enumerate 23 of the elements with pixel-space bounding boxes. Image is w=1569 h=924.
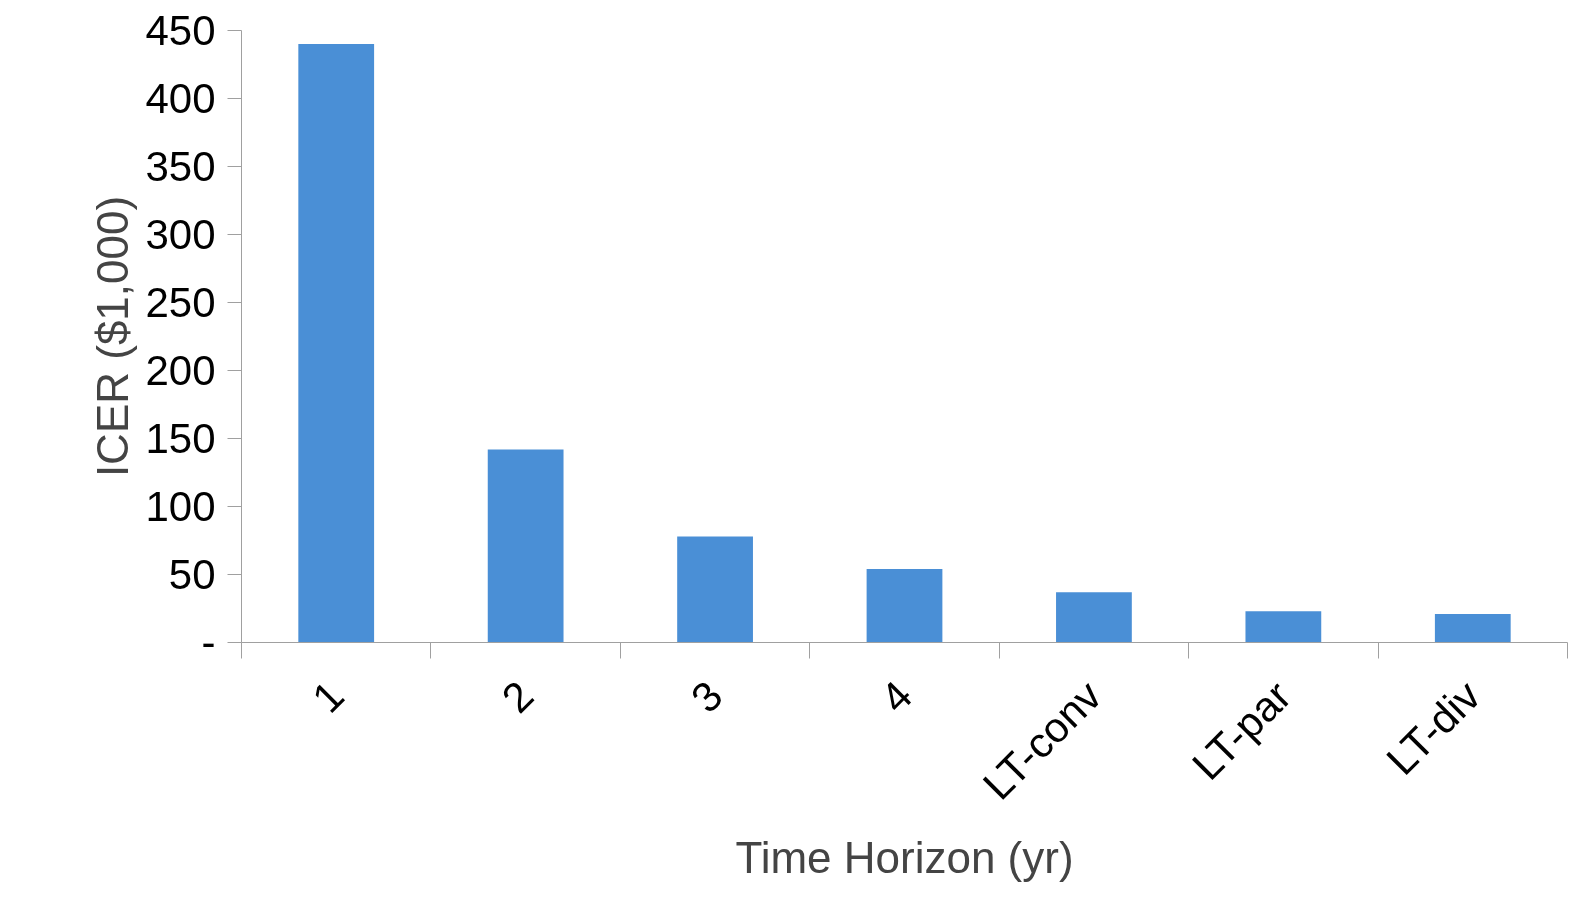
y-tick-label: 400 — [145, 75, 216, 122]
bar — [1056, 592, 1132, 643]
y-tick-label: 250 — [145, 279, 216, 326]
y-axis-title: ICER ($1,000) — [88, 195, 138, 478]
bar — [1434, 613, 1511, 643]
bar — [298, 44, 375, 643]
bar — [677, 536, 753, 643]
y-tick-label: 300 — [145, 211, 216, 258]
y-tick-label: 100 — [145, 483, 216, 530]
y-tick-label: 150 — [145, 415, 216, 462]
bar — [866, 569, 943, 643]
x-tick-label: 3 — [681, 671, 732, 722]
x-tick-label: 1 — [303, 671, 353, 722]
y-tick-label: 450 — [145, 7, 216, 54]
x-tick-label: 2 — [492, 671, 543, 722]
y-tick-label: 200 — [145, 347, 216, 394]
x-axis-title: Time Horizon (yr) — [735, 833, 1074, 883]
y-tick-label: 50 — [168, 551, 216, 598]
y-tick-label: - — [201, 619, 216, 666]
bar — [487, 449, 564, 643]
y-tick-label: 350 — [145, 143, 216, 190]
bar — [1245, 611, 1322, 643]
x-tick-label: 4 — [871, 671, 922, 722]
